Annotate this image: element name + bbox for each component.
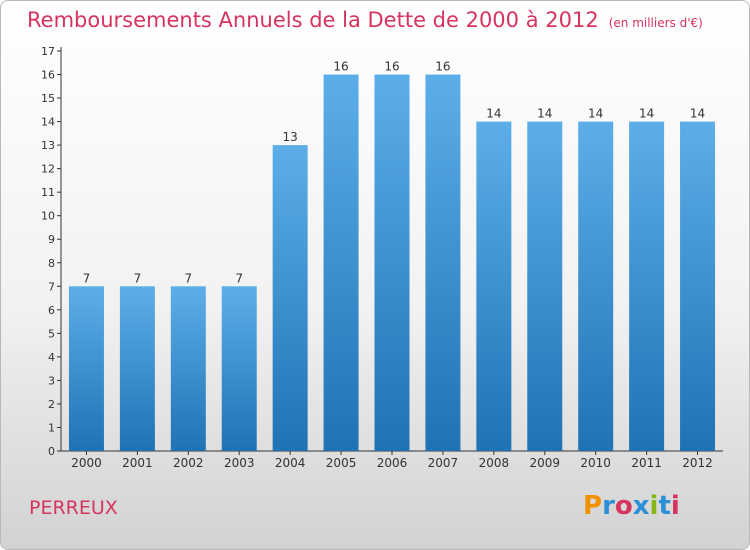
y-tick-label: 0 xyxy=(48,445,55,458)
bar xyxy=(680,121,716,452)
data-label: 13 xyxy=(283,130,298,144)
proxiti-logo[interactable]: Proxiti xyxy=(583,491,680,521)
data-label: 14 xyxy=(690,107,705,121)
bar xyxy=(425,74,461,451)
bar xyxy=(221,286,257,451)
y-tick-label: 3 xyxy=(48,374,55,387)
data-label: 14 xyxy=(588,107,603,121)
labels-group: 7 2000 7 2001 7 2002 7 2003 13 2004 16 2005 16 2006 16… xyxy=(71,60,713,470)
bar xyxy=(119,286,155,451)
x-tick-label: 2003 xyxy=(224,456,255,470)
data-label: 7 xyxy=(83,271,91,285)
data-label: 7 xyxy=(235,271,243,285)
y-tick-label: 11 xyxy=(41,186,55,199)
y-tick-label: 8 xyxy=(48,257,55,270)
logo-letter: r xyxy=(602,491,615,521)
y-tick-label: 16 xyxy=(41,69,55,82)
x-tick-label: 2010 xyxy=(580,456,611,470)
y-tick-label: 9 xyxy=(48,233,55,246)
x-tick-label: 2007 xyxy=(428,456,459,470)
x-tick-label: 2011 xyxy=(631,456,662,470)
y-tick-label: 12 xyxy=(41,163,55,176)
x-tick-label: 2006 xyxy=(377,456,408,470)
x-tick-label: 2009 xyxy=(529,456,560,470)
y-tick-label: 15 xyxy=(41,92,55,105)
data-label: 7 xyxy=(184,271,192,285)
y-tick-label: 5 xyxy=(48,327,55,340)
data-label: 16 xyxy=(333,60,348,74)
logo-letter: i xyxy=(649,491,659,521)
chart-title: Remboursements Annuels de la Dette de 20… xyxy=(27,8,703,32)
logo-letter: t xyxy=(658,491,671,521)
y-tick-label: 17 xyxy=(41,45,55,58)
x-tick-label: 2004 xyxy=(275,456,306,470)
bar xyxy=(578,121,614,452)
bar xyxy=(629,121,665,452)
y-tick-label: 2 xyxy=(48,398,55,411)
y-tick-label: 14 xyxy=(41,116,55,129)
x-tick-label: 2000 xyxy=(71,456,102,470)
x-tick-label: 2005 xyxy=(326,456,357,470)
logo-letter: P xyxy=(583,491,603,521)
y-tick-label: 1 xyxy=(48,421,55,434)
bar xyxy=(272,145,308,451)
chart-title-text: Remboursements Annuels de la Dette de 20… xyxy=(27,8,599,32)
data-label: 14 xyxy=(486,107,501,121)
bars-group xyxy=(68,74,716,452)
x-tick-label: 2008 xyxy=(479,456,510,470)
logo-letter: i xyxy=(670,491,680,521)
y-tick-label: 6 xyxy=(48,304,55,317)
y-tick-label: 4 xyxy=(48,351,55,364)
bar xyxy=(323,74,359,451)
data-label: 16 xyxy=(435,60,450,74)
data-label: 16 xyxy=(384,60,399,74)
y-tick-label: 13 xyxy=(41,139,55,152)
bar xyxy=(374,74,410,451)
city-name: PERREUX xyxy=(29,497,118,519)
data-label: 14 xyxy=(537,107,552,121)
data-label: 14 xyxy=(639,107,654,121)
x-tick-label: 2001 xyxy=(122,456,153,470)
data-label: 7 xyxy=(134,271,142,285)
bar xyxy=(527,121,563,452)
y-tick-label: 7 xyxy=(48,280,55,293)
chart-subtitle: (en milliers d'€) xyxy=(608,16,703,30)
bar xyxy=(476,121,512,452)
y-tick-label: 10 xyxy=(41,210,55,223)
x-tick-label: 2002 xyxy=(173,456,204,470)
bar xyxy=(170,286,206,451)
bar xyxy=(68,286,104,451)
logo-letter: x xyxy=(632,491,650,521)
x-tick-label: 2012 xyxy=(682,456,713,470)
logo-letter: o xyxy=(614,491,633,521)
